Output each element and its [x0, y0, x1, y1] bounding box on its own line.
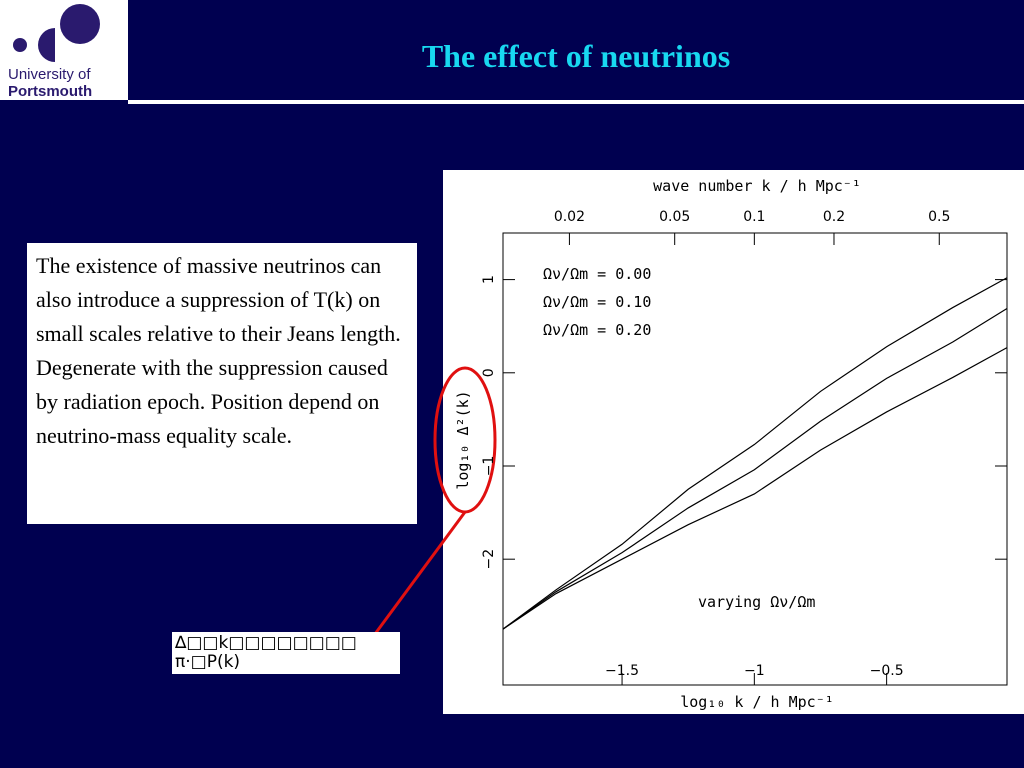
highlight-ellipse — [433, 366, 497, 514]
series-line — [502, 307, 1008, 630]
x-tick-label: −1 — [744, 663, 765, 679]
callout-line — [373, 511, 467, 635]
logo-text: University of — [8, 66, 91, 83]
legend-entry: Ων/Ωm = 0.20 — [543, 321, 651, 339]
logo-text: Portsmouth — [8, 83, 92, 100]
text-box: The existence of massive neutrinos can a… — [27, 243, 417, 524]
logo-dot — [13, 38, 27, 52]
y-tick-label: −1 — [481, 456, 497, 477]
legend-entry: Ων/Ωm = 0.10 — [543, 293, 651, 311]
annotation: varying Ων/Ωm — [698, 593, 815, 611]
header-band — [0, 0, 1024, 100]
y-tick-label: −2 — [481, 549, 497, 570]
x2-tick-label: 0.02 — [554, 209, 585, 225]
formula-line: π·□P(k) — [175, 652, 241, 672]
series-line — [502, 347, 1008, 630]
chart-background — [443, 170, 1024, 714]
y-axis-label: log₁₀ Δ²(k) — [454, 390, 472, 489]
x-top-axis-label: wave number k / h Mpc⁻¹ — [653, 177, 861, 195]
x2-tick-label: 0.5 — [928, 209, 950, 225]
x2-tick-label: 0.1 — [743, 209, 765, 225]
x2-tick-label: 0.2 — [823, 209, 845, 225]
x2-tick-label: 0.05 — [659, 209, 690, 225]
header-rule — [128, 100, 1024, 104]
y-tick-label: 1 — [481, 275, 497, 284]
slide-title: The effect of neutrinos — [422, 38, 730, 74]
series-line — [502, 277, 1008, 630]
y-tick-label: 0 — [481, 368, 497, 377]
chart: −1.5 −1 −0.5 −2 −1 0 1 0.02 0.05 0.1 0.2 0.5 Ων/Ωm =… — [481, 209, 1008, 685]
logo-dot — [60, 4, 100, 44]
formula-box: ∆□□k□□□□□□□□ π·□P(k) — [172, 632, 400, 674]
legend-entry: Ων/Ωm = 0.00 — [543, 265, 651, 283]
plot-frame — [502, 232, 1008, 686]
x-axis-label: log₁₀ k / h Mpc⁻¹ — [680, 693, 834, 711]
x-tick-label: −1.5 — [605, 663, 639, 679]
x-tick-label: −0.5 — [870, 663, 904, 679]
formula-line: ∆□□k□□□□□□□□ — [175, 633, 357, 653]
logo-dot — [38, 28, 55, 62]
